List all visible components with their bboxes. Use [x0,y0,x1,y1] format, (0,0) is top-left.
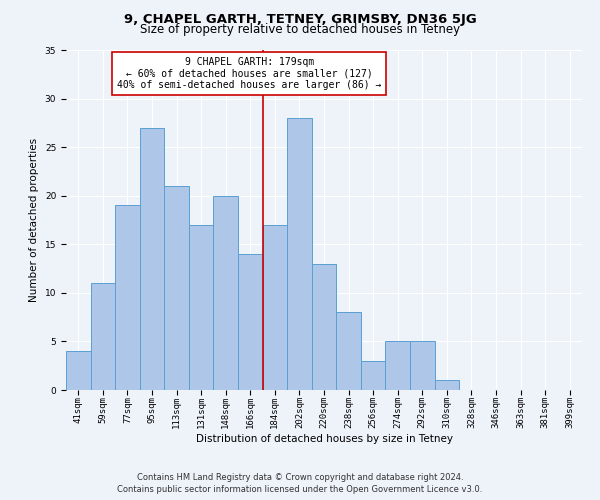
Bar [361,361,385,390]
Bar [385,342,410,390]
Bar [287,118,312,390]
Bar [410,342,434,390]
Bar [312,264,336,390]
Text: 9, CHAPEL GARTH, TETNEY, GRIMSBY, DN36 5JG: 9, CHAPEL GARTH, TETNEY, GRIMSBY, DN36 5… [124,12,476,26]
Text: 9 CHAPEL GARTH: 179sqm
← 60% of detached houses are smaller (127)
40% of semi-de: 9 CHAPEL GARTH: 179sqm ← 60% of detached… [117,57,382,90]
Bar [238,254,263,390]
Bar [336,312,361,390]
Text: Contains HM Land Registry data © Crown copyright and database right 2024.
Contai: Contains HM Land Registry data © Crown c… [118,472,482,494]
Bar [214,196,238,390]
Y-axis label: Number of detached properties: Number of detached properties [29,138,39,302]
Bar [189,225,214,390]
Bar [66,351,91,390]
Bar [263,225,287,390]
Bar [115,206,140,390]
Bar [434,380,459,390]
Bar [140,128,164,390]
Bar [164,186,189,390]
Text: Size of property relative to detached houses in Tetney: Size of property relative to detached ho… [140,22,460,36]
X-axis label: Distribution of detached houses by size in Tetney: Distribution of detached houses by size … [196,434,452,444]
Bar [91,283,115,390]
